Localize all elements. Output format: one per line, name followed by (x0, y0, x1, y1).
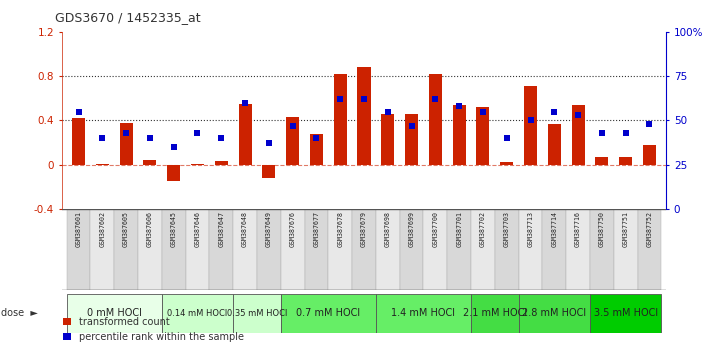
Text: GSM387679: GSM387679 (361, 211, 367, 247)
Text: 0.7 mM HOCl: 0.7 mM HOCl (296, 308, 360, 318)
Bar (381, 114, 395, 165)
Bar (638, 209, 661, 290)
Text: 1.4 mM HOCl: 1.4 mM HOCl (392, 308, 456, 318)
Text: GSM387677: GSM387677 (314, 211, 320, 247)
Text: GSM387645: GSM387645 (170, 211, 177, 247)
Bar (643, 145, 656, 165)
Bar (191, 164, 204, 165)
Bar (453, 105, 466, 165)
Bar (310, 134, 323, 165)
Bar (67, 209, 90, 290)
Bar (215, 161, 228, 165)
Text: GSM387750: GSM387750 (599, 211, 605, 247)
Bar (167, 165, 181, 181)
Text: 3.5 mM HOCl: 3.5 mM HOCl (593, 308, 657, 318)
Bar (286, 117, 299, 165)
Text: GSM387716: GSM387716 (575, 211, 581, 247)
Bar (114, 209, 138, 290)
Text: GSM387601: GSM387601 (76, 211, 82, 247)
Text: GSM387678: GSM387678 (337, 211, 343, 247)
Bar (376, 209, 400, 290)
Bar (138, 209, 162, 290)
Text: GSM387647: GSM387647 (218, 211, 224, 247)
Bar (304, 209, 328, 290)
Text: GSM387700: GSM387700 (432, 211, 438, 247)
Text: GSM387701: GSM387701 (456, 211, 462, 247)
Bar (143, 160, 157, 165)
Bar (571, 105, 585, 165)
Text: GSM387752: GSM387752 (646, 211, 652, 247)
Bar (281, 209, 304, 290)
Bar (596, 157, 609, 165)
Bar (495, 209, 518, 290)
Bar (333, 74, 347, 165)
Bar (566, 209, 590, 290)
Bar (424, 209, 447, 290)
Text: 2.8 mM HOCl: 2.8 mM HOCl (522, 308, 586, 318)
Text: GSM387714: GSM387714 (551, 211, 558, 247)
Bar (162, 294, 233, 333)
Bar (619, 157, 632, 165)
Bar (429, 74, 442, 165)
Bar (67, 294, 162, 333)
Bar (518, 294, 590, 333)
Bar (590, 294, 661, 333)
Legend: transformed count, percentile rank within the sample: transformed count, percentile rank withi… (60, 313, 248, 346)
Bar (72, 118, 85, 165)
Bar (524, 86, 537, 165)
Bar (405, 114, 418, 165)
Bar (614, 209, 638, 290)
Text: GSM387605: GSM387605 (123, 211, 129, 247)
Bar (262, 165, 275, 178)
Bar (119, 122, 132, 165)
Text: GSM387713: GSM387713 (528, 211, 534, 247)
Bar (328, 209, 352, 290)
Bar (257, 209, 281, 290)
Text: GSM387751: GSM387751 (622, 211, 629, 247)
Text: GSM387648: GSM387648 (242, 211, 248, 247)
Bar (352, 209, 376, 290)
Text: GSM387702: GSM387702 (480, 211, 486, 247)
Bar (447, 209, 471, 290)
Text: GDS3670 / 1452335_at: GDS3670 / 1452335_at (55, 11, 200, 24)
Text: GSM387699: GSM387699 (408, 211, 414, 247)
Text: GSM387698: GSM387698 (385, 211, 391, 247)
Bar (471, 209, 495, 290)
Bar (233, 209, 257, 290)
Text: 0.14 mM HOCl: 0.14 mM HOCl (167, 309, 228, 318)
Bar (357, 67, 371, 165)
Text: GSM387676: GSM387676 (290, 211, 296, 247)
Bar (233, 294, 281, 333)
Bar (90, 209, 114, 290)
Bar (471, 294, 518, 333)
Bar (547, 124, 561, 165)
Bar (281, 294, 376, 333)
Text: GSM387606: GSM387606 (147, 211, 153, 247)
Bar (400, 209, 424, 290)
Text: GSM387703: GSM387703 (504, 211, 510, 247)
Text: GSM387602: GSM387602 (99, 211, 106, 247)
Bar (239, 104, 252, 165)
Text: 0.35 mM HOCl: 0.35 mM HOCl (226, 309, 287, 318)
Bar (590, 209, 614, 290)
Bar (518, 209, 542, 290)
Bar (542, 209, 566, 290)
Bar (500, 162, 513, 165)
Bar (96, 164, 109, 165)
Text: dose  ►: dose ► (1, 308, 39, 318)
Bar (376, 294, 471, 333)
Bar (162, 209, 186, 290)
Text: GSM387646: GSM387646 (194, 211, 200, 247)
Text: 0 mM HOCl: 0 mM HOCl (87, 308, 142, 318)
Text: 2.1 mM HOCl: 2.1 mM HOCl (463, 308, 527, 318)
Bar (210, 209, 233, 290)
Bar (186, 209, 210, 290)
Bar (476, 107, 489, 165)
Text: GSM387649: GSM387649 (266, 211, 272, 247)
